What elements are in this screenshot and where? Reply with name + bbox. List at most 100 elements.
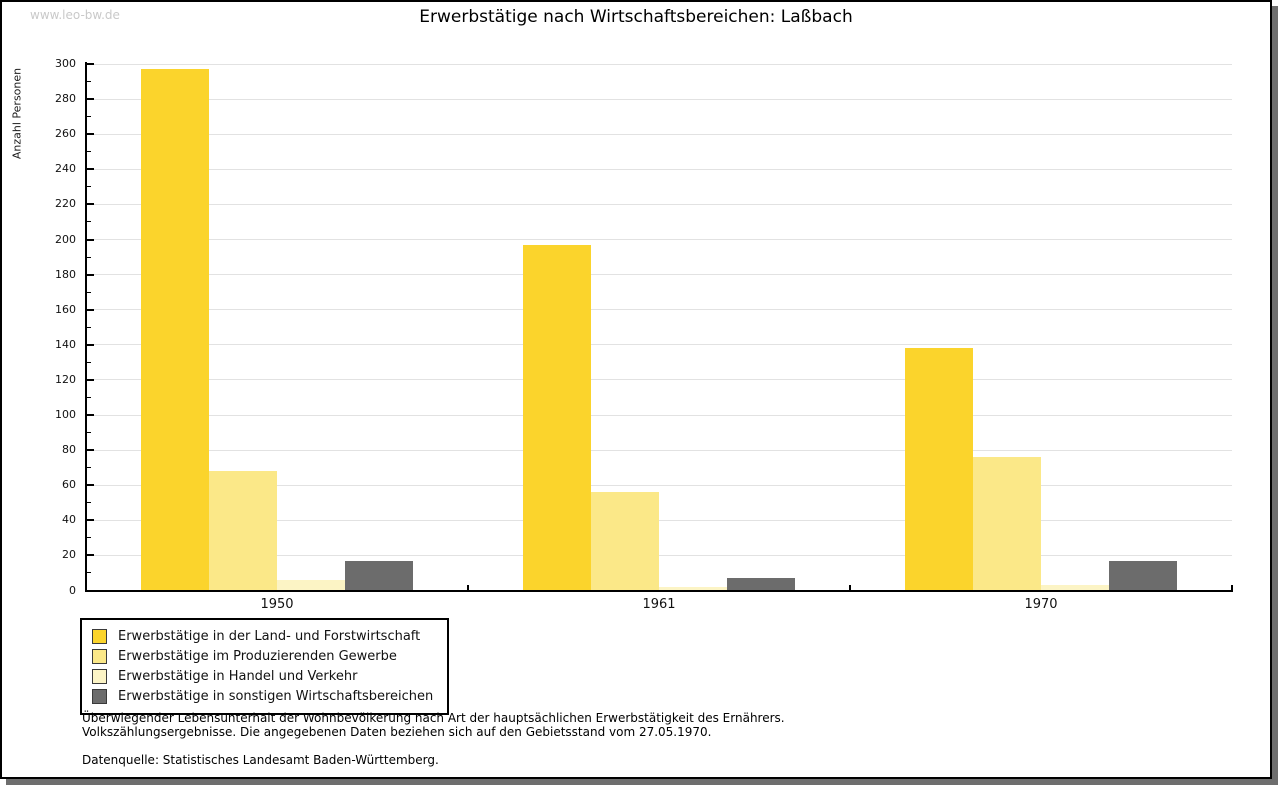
legend-label: Erwerbstätige im Produzierenden Gewerbe [118,648,397,664]
x-axis-label: 1961 [642,596,676,612]
gridline [87,344,1232,346]
y-tick-label: 220 [55,197,76,211]
y-tick [86,81,91,83]
y-tick-label: 160 [55,302,76,316]
y-tick [86,502,91,504]
y-tick-label: 300 [55,57,76,70]
bar-series-3-1961 [659,586,727,591]
x-axis-label: 1950 [260,596,294,612]
y-tick-label: 140 [55,337,76,351]
gridline [87,554,1232,556]
legend-item: Erwerbstätige im Produzierenden Gewerbe [92,646,433,666]
legend-swatch-3 [92,668,107,684]
y-tick [86,203,94,206]
x-tick [1231,584,1233,591]
legend-label: Erwerbstätige in der Land- und Forstwirt… [118,628,421,644]
y-tick [86,221,91,223]
y-tick [86,589,94,592]
x-axis-line [84,590,1233,592]
gridline [87,63,1232,65]
y-tick-label: 100 [55,408,76,421]
legend: Erwerbstätige in der Land- und Forstwirt… [80,618,450,715]
y-tick [86,116,91,118]
y-tick [86,361,91,363]
gridline [87,484,1232,486]
y-tick-label: 0 [69,583,76,597]
y-axis-title: Anzahl Personen [10,67,24,160]
y-tick [86,291,91,293]
bar-series-2-1961 [591,492,659,591]
legend-label: Erwerbstätige in Handel und Verkehr [118,668,358,684]
gridline [87,519,1232,521]
y-tick [86,98,94,101]
gridline [87,414,1232,416]
bar-series-4-1970 [1109,560,1177,591]
legend-item: Erwerbstätige in Handel und Verkehr [92,666,433,686]
x-axis-label: 1970 [1024,596,1058,612]
y-tick [86,273,94,276]
chart-frame: www.leo-bw.de Erwerbstätige nach Wirtsch… [0,0,1272,779]
y-tick-label: 240 [55,162,76,176]
legend-label: Erwerbstätige in sonstigen Wirtschaftsbe… [118,688,434,704]
legend-item: Erwerbstätige in sonstigen Wirtschaftsbe… [92,686,433,706]
x-tick [467,584,469,591]
y-tick [86,554,94,557]
y-tick [86,449,94,452]
bar-series-1-1961 [523,244,591,591]
y-tick-label: 60 [62,478,76,492]
y-tick [86,168,94,171]
y-tick-label: 200 [55,232,76,246]
bar-series-4-1950 [345,560,413,591]
bar-series-1-1970 [905,348,973,591]
y-tick-label: 120 [55,372,76,386]
gridline [87,379,1232,381]
y-tick-label: 20 [62,548,76,562]
gridline [87,98,1232,100]
y-tick [86,378,94,381]
y-tick [86,186,91,188]
y-tick-label: 180 [55,267,76,281]
y-tick [86,238,94,241]
gridline [87,449,1232,451]
bar-series-4-1961 [727,578,795,591]
y-tick [86,537,91,539]
y-tick [86,256,91,258]
y-tick [86,572,91,574]
y-tick [86,484,94,487]
gridline [87,203,1232,205]
y-tick [86,343,94,346]
legend-swatch-2 [92,648,107,664]
bar-series-3-1970 [1041,585,1109,591]
legend-swatch-1 [92,628,107,644]
gridline [87,274,1232,276]
y-tick [86,432,91,434]
y-tick-label: 40 [62,513,76,527]
legend-swatch-4 [92,688,107,704]
bar-series-1-1950 [141,69,209,591]
chart-title: Erwerbstätige nach Wirtschaftsbereichen:… [419,7,853,27]
gridline [87,168,1232,170]
y-tick [86,63,94,65]
gridline [87,309,1232,311]
legend-item: Erwerbstätige in der Land- und Forstwirt… [92,626,433,646]
y-tick-label: 280 [55,92,76,106]
y-tick [86,396,91,398]
y-tick-label: 260 [55,127,76,141]
y-tick [86,133,94,136]
bar-series-2-1950 [209,471,277,591]
y-tick-label: 80 [62,443,76,457]
y-tick [86,326,91,328]
y-tick [86,151,91,153]
gridline [87,239,1232,240]
y-tick [86,308,94,311]
footnote-line-2: Volkszählungsergebnisse. Die angegebenen… [82,725,712,739]
y-axis-line [84,62,87,592]
y-tick [86,467,91,469]
x-tick [85,584,87,591]
gridline [87,133,1232,135]
y-tick [86,519,94,522]
footnote-line-1: Überwiegender Lebensunterhalt der Wohnbe… [82,711,785,725]
bar-series-3-1950 [277,579,345,591]
watermark: www.leo-bw.de [30,8,120,22]
